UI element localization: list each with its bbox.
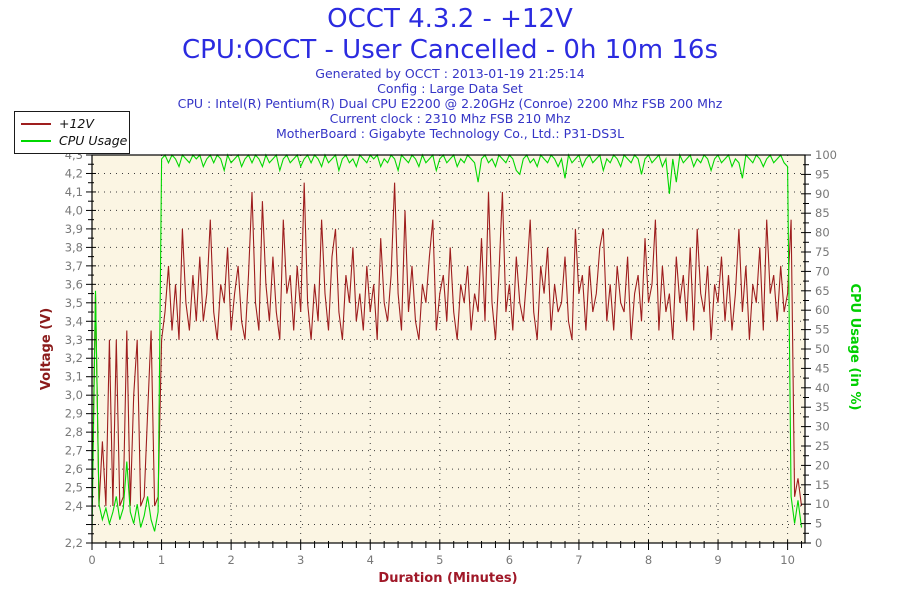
svg-text:80: 80 bbox=[815, 226, 830, 240]
svg-text:70: 70 bbox=[815, 264, 830, 278]
info-cpu: CPU : Intel(R) Pentium(R) Dual CPU E2200… bbox=[177, 96, 723, 111]
svg-text:95: 95 bbox=[815, 167, 830, 181]
legend-label-cpu-usage: CPU Usage bbox=[59, 133, 128, 148]
svg-text:2,2: 2,2 bbox=[65, 536, 83, 550]
svg-text:3,6: 3,6 bbox=[65, 277, 83, 291]
svg-text:45: 45 bbox=[815, 361, 830, 375]
legend-label-voltage: +12V bbox=[59, 116, 94, 131]
svg-text:3,9: 3,9 bbox=[65, 222, 83, 236]
svg-text:3,1: 3,1 bbox=[65, 370, 83, 384]
voltage-series-line bbox=[91, 182, 803, 507]
legend-item-cpu-usage: CPU Usage bbox=[15, 132, 129, 149]
svg-text:7: 7 bbox=[575, 553, 582, 567]
svg-text:3,2: 3,2 bbox=[65, 351, 83, 365]
x-axis-title: Duration (Minutes) bbox=[378, 571, 517, 586]
plot-background bbox=[92, 155, 805, 543]
svg-text:90: 90 bbox=[815, 187, 830, 201]
svg-text:75: 75 bbox=[815, 245, 830, 259]
chart-header: OCCT 4.3.2 - +12V CPU:OCCT - User Cancel… bbox=[0, 4, 900, 141]
info-clock: Current clock : 2310 Mhz FSB 210 Mhz bbox=[329, 111, 571, 126]
svg-text:25: 25 bbox=[815, 439, 830, 453]
page-subtitle: CPU:OCCT - User Cancelled - 0h 10m 16s bbox=[181, 35, 719, 65]
svg-text:100: 100 bbox=[815, 148, 837, 162]
right-axis-title: CPU Usage (in %) bbox=[847, 283, 862, 410]
svg-text:9: 9 bbox=[714, 553, 721, 567]
svg-text:2,5: 2,5 bbox=[65, 481, 83, 495]
tick-labels: 2,2 2,4 2,5 2,6 2,7 2,8 2,9 3,0 3,1 3,2 3,3 3,4 3,5 3… bbox=[65, 148, 837, 567]
gridlines bbox=[92, 155, 805, 543]
svg-text:4: 4 bbox=[367, 553, 374, 567]
svg-text:4,1: 4,1 bbox=[65, 185, 83, 199]
svg-text:35: 35 bbox=[815, 400, 830, 414]
svg-text:3,7: 3,7 bbox=[65, 259, 83, 273]
svg-text:3: 3 bbox=[297, 553, 304, 567]
legend: +12V CPU Usage bbox=[14, 111, 130, 154]
svg-text:1: 1 bbox=[158, 553, 165, 567]
left-axis-title: Voltage (V) bbox=[39, 308, 54, 390]
svg-text:85: 85 bbox=[815, 206, 830, 220]
svg-text:2,9: 2,9 bbox=[65, 407, 83, 421]
svg-text:0: 0 bbox=[88, 553, 95, 567]
svg-text:0: 0 bbox=[815, 536, 822, 550]
cpu-usage-line-swatch bbox=[21, 139, 51, 142]
svg-text:2,7: 2,7 bbox=[65, 444, 83, 458]
page-title: OCCT 4.3.2 - +12V bbox=[327, 4, 573, 34]
svg-text:3,3: 3,3 bbox=[65, 333, 83, 347]
svg-text:15: 15 bbox=[815, 478, 830, 492]
svg-text:10: 10 bbox=[780, 553, 795, 567]
svg-text:40: 40 bbox=[815, 381, 830, 395]
svg-text:60: 60 bbox=[815, 303, 830, 317]
info-generated: Generated by OCCT : 2013-01-19 21:25:14 bbox=[315, 66, 585, 81]
info-motherboard: MotherBoard : Gigabyte Technology Co., L… bbox=[275, 126, 625, 141]
svg-text:5: 5 bbox=[815, 517, 822, 531]
svg-text:55: 55 bbox=[815, 323, 830, 337]
svg-text:50: 50 bbox=[815, 342, 830, 356]
legend-item-voltage: +12V bbox=[15, 115, 129, 132]
svg-text:2,6: 2,6 bbox=[65, 462, 83, 476]
svg-text:5: 5 bbox=[436, 553, 443, 567]
tick-marks bbox=[86, 154, 811, 550]
svg-text:4,0: 4,0 bbox=[65, 203, 83, 217]
svg-text:3,8: 3,8 bbox=[65, 240, 83, 254]
svg-text:65: 65 bbox=[815, 284, 830, 298]
svg-text:2: 2 bbox=[227, 553, 234, 567]
svg-text:3,4: 3,4 bbox=[65, 314, 83, 328]
svg-text:3,0: 3,0 bbox=[65, 388, 83, 402]
svg-text:4,2: 4,2 bbox=[65, 166, 83, 180]
voltage-line-swatch bbox=[21, 122, 51, 125]
info-config: Config : Large Data Set bbox=[377, 81, 523, 96]
svg-text:2,8: 2,8 bbox=[65, 425, 83, 439]
svg-text:3,5: 3,5 bbox=[65, 296, 83, 310]
svg-text:30: 30 bbox=[815, 420, 830, 434]
svg-text:2,4: 2,4 bbox=[65, 499, 83, 513]
svg-text:20: 20 bbox=[815, 458, 830, 472]
svg-text:10: 10 bbox=[815, 497, 830, 511]
svg-text:8: 8 bbox=[645, 553, 652, 567]
svg-text:6: 6 bbox=[506, 553, 513, 567]
